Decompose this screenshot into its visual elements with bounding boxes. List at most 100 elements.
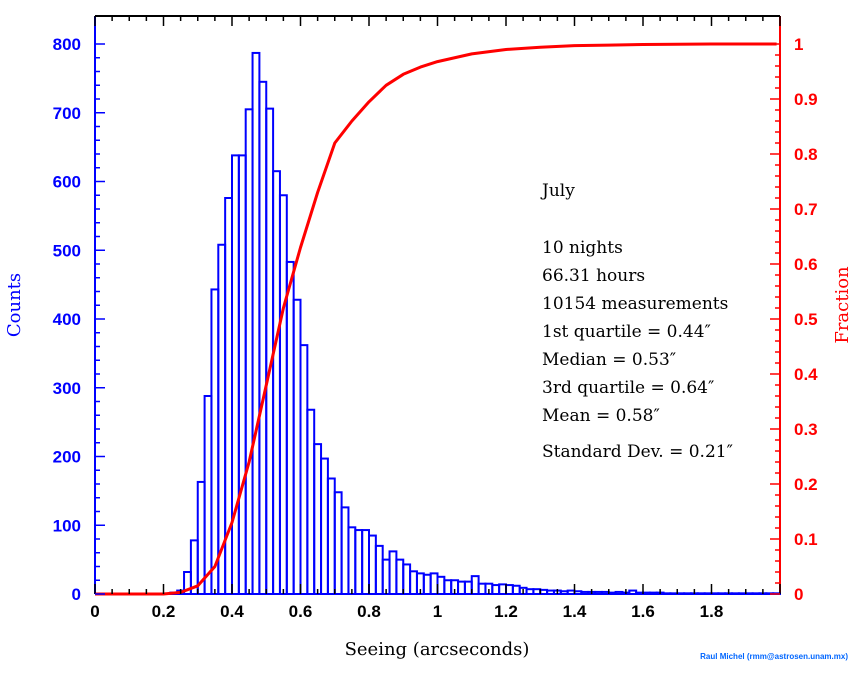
histogram-bar [696,592,706,595]
histogram-bar [594,590,603,595]
histogram-bar [388,550,398,595]
histogram-bar [402,563,412,595]
histogram-bar [566,589,576,595]
right-y-tick-label: 0 [794,585,803,604]
histogram-bar [443,579,453,595]
left-y-axis-title: Counts [4,273,25,337]
left-y-tick-label: 500 [53,241,81,260]
histogram-bar [231,154,240,595]
annotation-third-quartile: 3rd quartile = 0.64″ [542,378,714,398]
histogram-bar [669,592,679,595]
histogram-bar [237,154,247,595]
x-tick-label: 0.6 [289,602,313,621]
histogram-bar [347,526,357,595]
x-tick-label: 1.8 [700,602,724,621]
histogram-bar [676,592,686,595]
histogram-bar [737,592,747,595]
histogram-bar [320,457,329,595]
histogram-bar [244,108,254,595]
histogram-bar [744,592,754,595]
annotation-month: July [540,181,575,201]
histogram-bar [573,590,583,595]
left-y-tick-label: 600 [53,173,81,192]
right-y-tick-label: 0.1 [794,530,818,549]
histogram-bar [278,194,288,595]
right-y-tick-label: 0.6 [794,255,818,274]
histogram-bar [717,592,727,595]
author-credit: Raul Michel (rmm@astrosen.unam.mx) [700,652,848,661]
histogram-bar [299,344,309,595]
histogram-bar [374,544,384,595]
histogram-bar [498,583,507,595]
left-y-tick-label: 800 [53,35,81,54]
annotation-median: Median = 0.53″ [542,350,676,370]
histogram-bar [559,590,569,595]
annotation-mean: Mean = 0.58″ [542,406,660,426]
cumulative-fraction-series [95,42,777,596]
histogram-bar [470,575,480,595]
histogram-bar [539,588,549,595]
histogram-bar [457,580,466,595]
left-y-tick-label: 300 [53,379,81,398]
histogram-bar [395,558,405,595]
histogram-bar [710,592,720,595]
histogram-bar [203,395,213,595]
tick-labels: 0 0.2 0.4 0.6 0.8 1 1.2 1.4 1.6 1.8 0 100 200 300 400 5… [53,35,819,621]
histogram-bar [272,170,281,595]
left-y-tick-label: 700 [53,104,81,123]
x-tick-label: 1 [433,602,442,621]
left-y-tick-label: 200 [53,448,81,467]
histogram-bar [429,572,439,595]
histogram-bar [635,591,645,595]
annotation-nights: 10 nights [542,238,623,258]
right-y-tick-label: 0.4 [794,365,818,384]
annotation-std-dev: Standard Dev. = 0.21″ [542,442,733,462]
histogram-bar [505,584,514,595]
histogram-bar [292,298,302,595]
x-axis-title: Seeing (arcseconds) [345,639,530,660]
right-y-tick-label: 0.9 [794,90,818,109]
histogram-bar [409,570,418,595]
histogram-bar [642,591,651,595]
histogram-bar [600,590,610,595]
histogram-bar [477,582,487,595]
histogram-bar [210,288,220,595]
histogram-bar [751,592,761,595]
histogram-bar [546,589,555,595]
histogram-bar [628,589,638,595]
x-tick-label: 0.4 [220,602,244,621]
x-tick-label: 1.4 [563,602,587,621]
histogram-bar [580,590,590,595]
histogram-bar [368,534,377,595]
histogram-bar [614,590,624,595]
left-y-tick-label: 0 [72,585,81,604]
x-tick-label: 1.6 [631,602,655,621]
annotation-measurements: 10154 measurements [542,294,728,314]
histogram-bar [436,575,446,595]
histogram-bar [285,260,295,595]
histogram-bar [532,588,542,595]
x-tick-label: 0.2 [152,602,176,621]
right-y-axis-title: Fraction [832,266,850,344]
tick-marks [94,16,781,595]
histogram-bar [258,80,268,595]
histogram-bar [326,477,336,595]
histogram-series [169,51,782,595]
right-y-tick-label: 0.7 [794,200,818,219]
histogram-bar [340,506,350,595]
histogram-bar [251,51,261,595]
histogram-bar [683,592,692,595]
stats-annotation: July 10 nights 66.31 hours 10154 measure… [540,181,733,462]
histogram-bar [381,558,391,595]
left-y-tick-label: 400 [53,310,81,329]
histogram-bar [662,592,672,595]
histogram-bar [607,591,617,595]
left-y-tick-label: 100 [53,516,81,535]
histogram-bar [731,592,740,595]
histogram-bar [463,580,473,595]
right-y-tick-label: 0.8 [794,145,818,164]
x-tick-label: 0 [90,602,99,621]
histogram-bar [491,584,501,595]
histogram-bar [648,591,658,595]
